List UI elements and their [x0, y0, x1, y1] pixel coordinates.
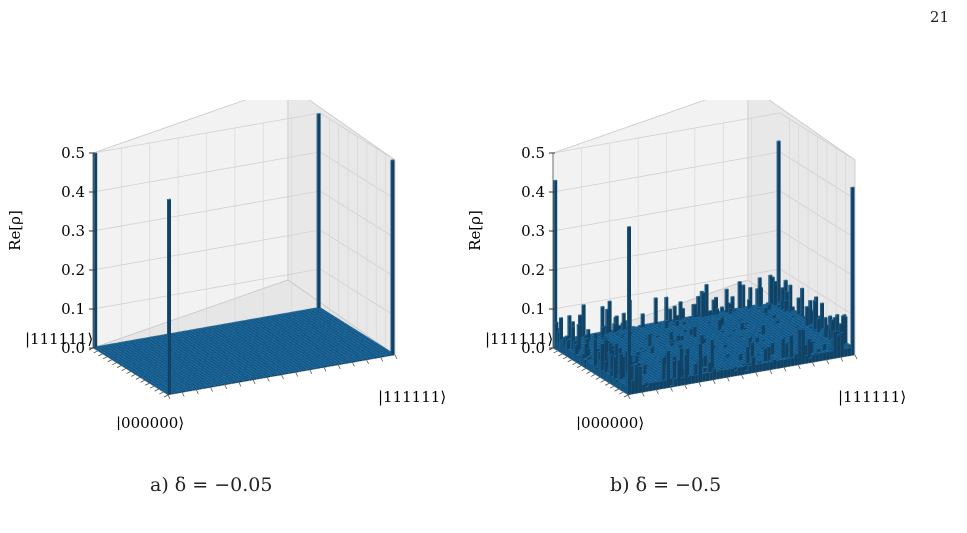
z-tick-label: 0.2 [61, 261, 85, 279]
x-tick [337, 364, 341, 370]
y-tick [145, 382, 150, 386]
bars [92, 113, 395, 395]
bar [92, 152, 98, 349]
z-tick-label: 0.4 [61, 183, 85, 201]
x-tick [266, 377, 270, 382]
chart-a-svg: 0.00.10.20.30.40.5Re[ρ]|111111⟩|111111⟩|… [6, 100, 446, 430]
y-tick [102, 356, 108, 360]
y-tick [126, 371, 131, 374]
x-tick [252, 379, 256, 385]
bar [316, 113, 321, 310]
x-tick [281, 374, 284, 380]
z-tick-label: 0.5 [61, 144, 85, 162]
y-tick [131, 374, 136, 377]
x-tick [238, 382, 242, 387]
bar [390, 159, 395, 356]
x-tick [394, 354, 398, 360]
y-tick [107, 359, 112, 363]
y-tick [135, 377, 141, 380]
z-grid-line [92, 112, 396, 161]
y-tick [149, 385, 155, 389]
x-tick [366, 359, 369, 365]
y-tick [112, 362, 117, 366]
y-tick [154, 388, 159, 392]
y-tick [93, 350, 98, 354]
x-tick [224, 384, 228, 390]
y-tick [159, 391, 164, 395]
x-tick [323, 367, 327, 372]
y-tick [140, 379, 145, 383]
chart-panel-b: 0.0 0.1 0.2 0.3 0.4 0.5 Re[ρ] |111111⟩ |111111⟩ |… [460, 100, 930, 430]
grid-lines [92, 112, 396, 356]
x-tick [181, 392, 185, 397]
y-tick [98, 353, 103, 357]
x-tick [309, 369, 313, 375]
x-axis-end-label: |111111⟩ [378, 388, 446, 406]
page-number: 21 [930, 8, 949, 26]
bar [166, 198, 172, 395]
chart-panel-a: 0.0 0.1 0.2 0.3 0.4 0.5 Re[ρ] |111111⟩ |111111⟩ |… [0, 100, 470, 430]
y-axis-end-label: |111111⟩ [25, 330, 93, 348]
x-tick [210, 387, 213, 392]
x-tick [352, 362, 355, 367]
chart-b-svg: 0.00.10.20.30.40.5Re[ρ]|111111⟩|111111⟩|… [466, 100, 906, 430]
z-axis: 0.00.10.20.30.40.5Re[ρ] [6, 144, 95, 357]
y-tick [163, 394, 169, 398]
y-axis-start-label: |000000⟩ [116, 414, 184, 430]
x-tick [167, 394, 171, 400]
y-tick [121, 368, 126, 371]
x-tick [196, 389, 199, 395]
z-tick-label: 0.3 [61, 222, 85, 240]
bar [776, 140, 781, 310]
x-tick [380, 357, 384, 362]
x-tick [295, 372, 299, 377]
z-tick-label: 0.1 [61, 300, 85, 318]
z-axis-label: Re[ρ] [6, 210, 24, 251]
y-tick [116, 365, 122, 368]
